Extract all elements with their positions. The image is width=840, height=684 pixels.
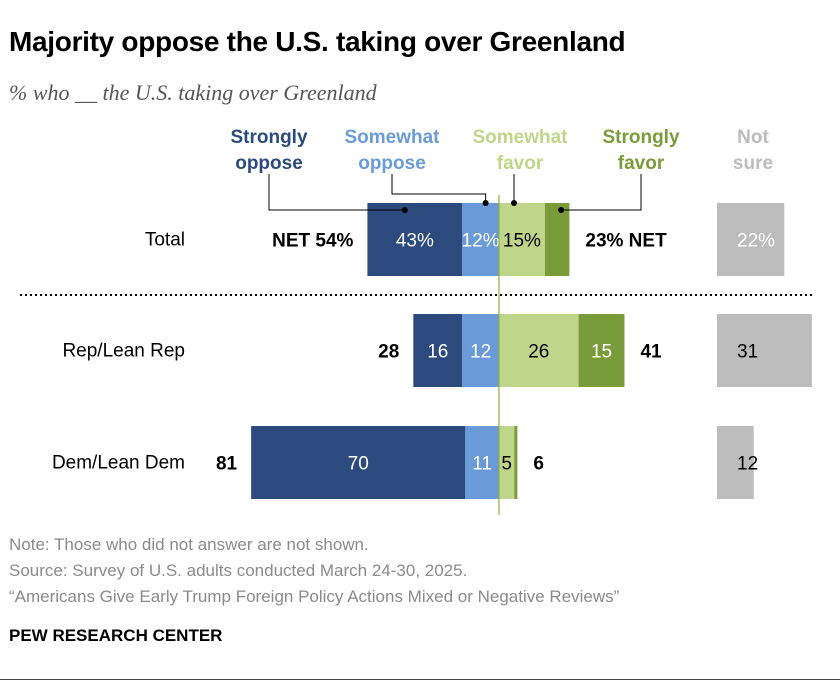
bar-strongly-favor [514,426,518,499]
net-favor-label: 6 [533,454,544,475]
bar-value-label: 12 [470,342,491,363]
bar-value-label: 12% [462,231,500,252]
bar-somewhat-favor [499,203,545,276]
not-sure-value-label: 22% [737,231,775,252]
bar-somewhat-oppose [465,426,499,499]
leader-dot-strongly-oppose [401,207,408,213]
chart-subtitle: % who __ the U.S. taking over Greenland [9,80,377,105]
leader-line-strongly-favor [561,174,642,211]
source-text: Source: Survey of U.S. adults conducted … [9,561,468,580]
bar-value-label: 26 [528,342,549,363]
row-label: Rep/Lean Rep [62,341,185,362]
bar-not-sure [717,314,812,387]
bar-strongly-favor [578,314,625,387]
row-label: Total [145,230,185,251]
legend-somewhat-oppose-line1: Somewhat [344,127,440,148]
bar-strongly-oppose [413,314,463,387]
bar-somewhat-favor [499,426,515,499]
leader-dot-strongly-favor [558,207,565,213]
legend-not-sure-line1: Not [737,127,769,148]
chart: Strongly oppose Somewhat oppose Somewhat favo… [20,127,815,515]
legend-somewhat-favor-line1: Somewhat [472,127,568,148]
bar-somewhat-oppose [462,314,499,387]
bar-not-sure [717,203,785,276]
legend-strongly-oppose-line1: Strongly [230,127,307,148]
bar-somewhat-oppose [462,203,499,276]
net-favor-label: 23% NET [585,231,667,252]
bar-somewhat-favor [499,314,579,387]
legend-strongly-favor-line2: favor [618,153,665,174]
brand-logo-text: PEW RESEARCH CENTER [9,626,223,645]
bottom-divider [0,679,840,680]
not-sure-value-label: 31 [737,342,758,363]
bar-not-sure [717,426,754,499]
bar-value-label: 70 [348,454,369,475]
legend-strongly-oppose-line2: oppose [235,153,303,174]
bar-value-label: 15% [503,231,541,252]
bar-strongly-oppose [367,203,463,276]
bar-value-label: 43% [396,231,434,252]
bar-strongly-favor [544,203,570,276]
net-favor-label: 41 [640,342,662,363]
bar-value-label: 11 [472,454,492,475]
bar-strongly-oppose [251,426,466,499]
bar-value-label: 16 [427,342,448,363]
row-label: Dem/Lean Dem [52,453,185,474]
bar-value-label: 5 [501,454,512,475]
not-sure-value-label: 12 [737,454,758,475]
leader-line-somewhat-oppose [391,174,487,203]
net-oppose-label: 28 [378,342,399,363]
legend-somewhat-oppose-line2: oppose [358,153,426,174]
report-title: “Americans Give Early Trump Foreign Poli… [9,587,620,606]
note-text: Note: Those who did not answer are not s… [9,535,369,554]
legend-somewhat-favor-line2: favor [497,153,544,174]
bar-value-label: 15 [591,342,612,363]
leader-line-strongly-oppose [268,174,405,211]
leader-dot-somewhat-oppose [482,200,489,206]
chart-title: Majority oppose the U.S. taking over Gre… [9,26,626,57]
leader-dot-somewhat-favor [511,200,517,206]
legend-strongly-favor-line1: Strongly [602,127,679,148]
net-oppose-label: NET 54% [272,231,353,252]
legend-not-sure-line2: sure [733,153,773,174]
net-oppose-label: 81 [216,454,238,475]
